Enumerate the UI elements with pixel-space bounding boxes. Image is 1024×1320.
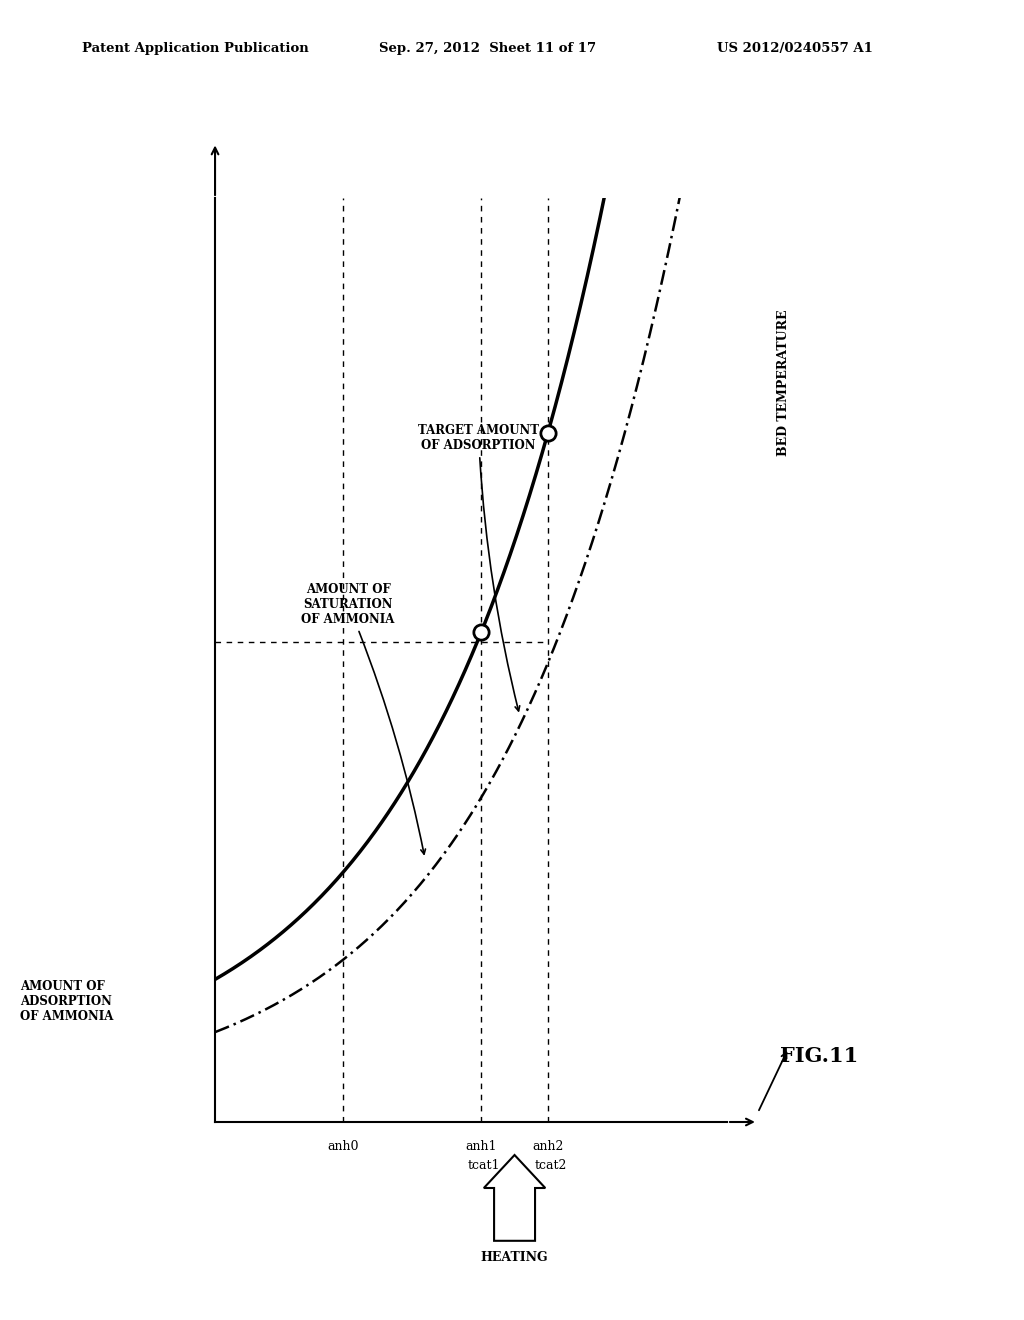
Text: AMOUNT OF
SATURATION
OF AMMONIA: AMOUNT OF SATURATION OF AMMONIA [301, 583, 425, 854]
Text: FIG.11: FIG.11 [780, 1045, 858, 1067]
FancyArrow shape [483, 1155, 545, 1241]
Text: anh2: anh2 [532, 1140, 563, 1154]
Text: anh0: anh0 [328, 1140, 358, 1154]
Text: HEATING: HEATING [480, 1251, 549, 1265]
Text: Patent Application Publication: Patent Application Publication [82, 42, 308, 55]
Text: tcat1: tcat1 [468, 1159, 501, 1172]
Text: tcat2: tcat2 [535, 1159, 567, 1172]
Text: anh1: anh1 [466, 1140, 497, 1154]
Text: TARGET AMOUNT
OF ADSORPTION: TARGET AMOUNT OF ADSORPTION [418, 424, 540, 711]
Text: Sep. 27, 2012  Sheet 11 of 17: Sep. 27, 2012 Sheet 11 of 17 [379, 42, 596, 55]
Text: AMOUNT OF
ADSORPTION
OF AMMONIA: AMOUNT OF ADSORPTION OF AMMONIA [19, 981, 114, 1023]
Text: US 2012/0240557 A1: US 2012/0240557 A1 [717, 42, 872, 55]
Text: BED TEMPERATURE: BED TEMPERATURE [777, 310, 790, 455]
